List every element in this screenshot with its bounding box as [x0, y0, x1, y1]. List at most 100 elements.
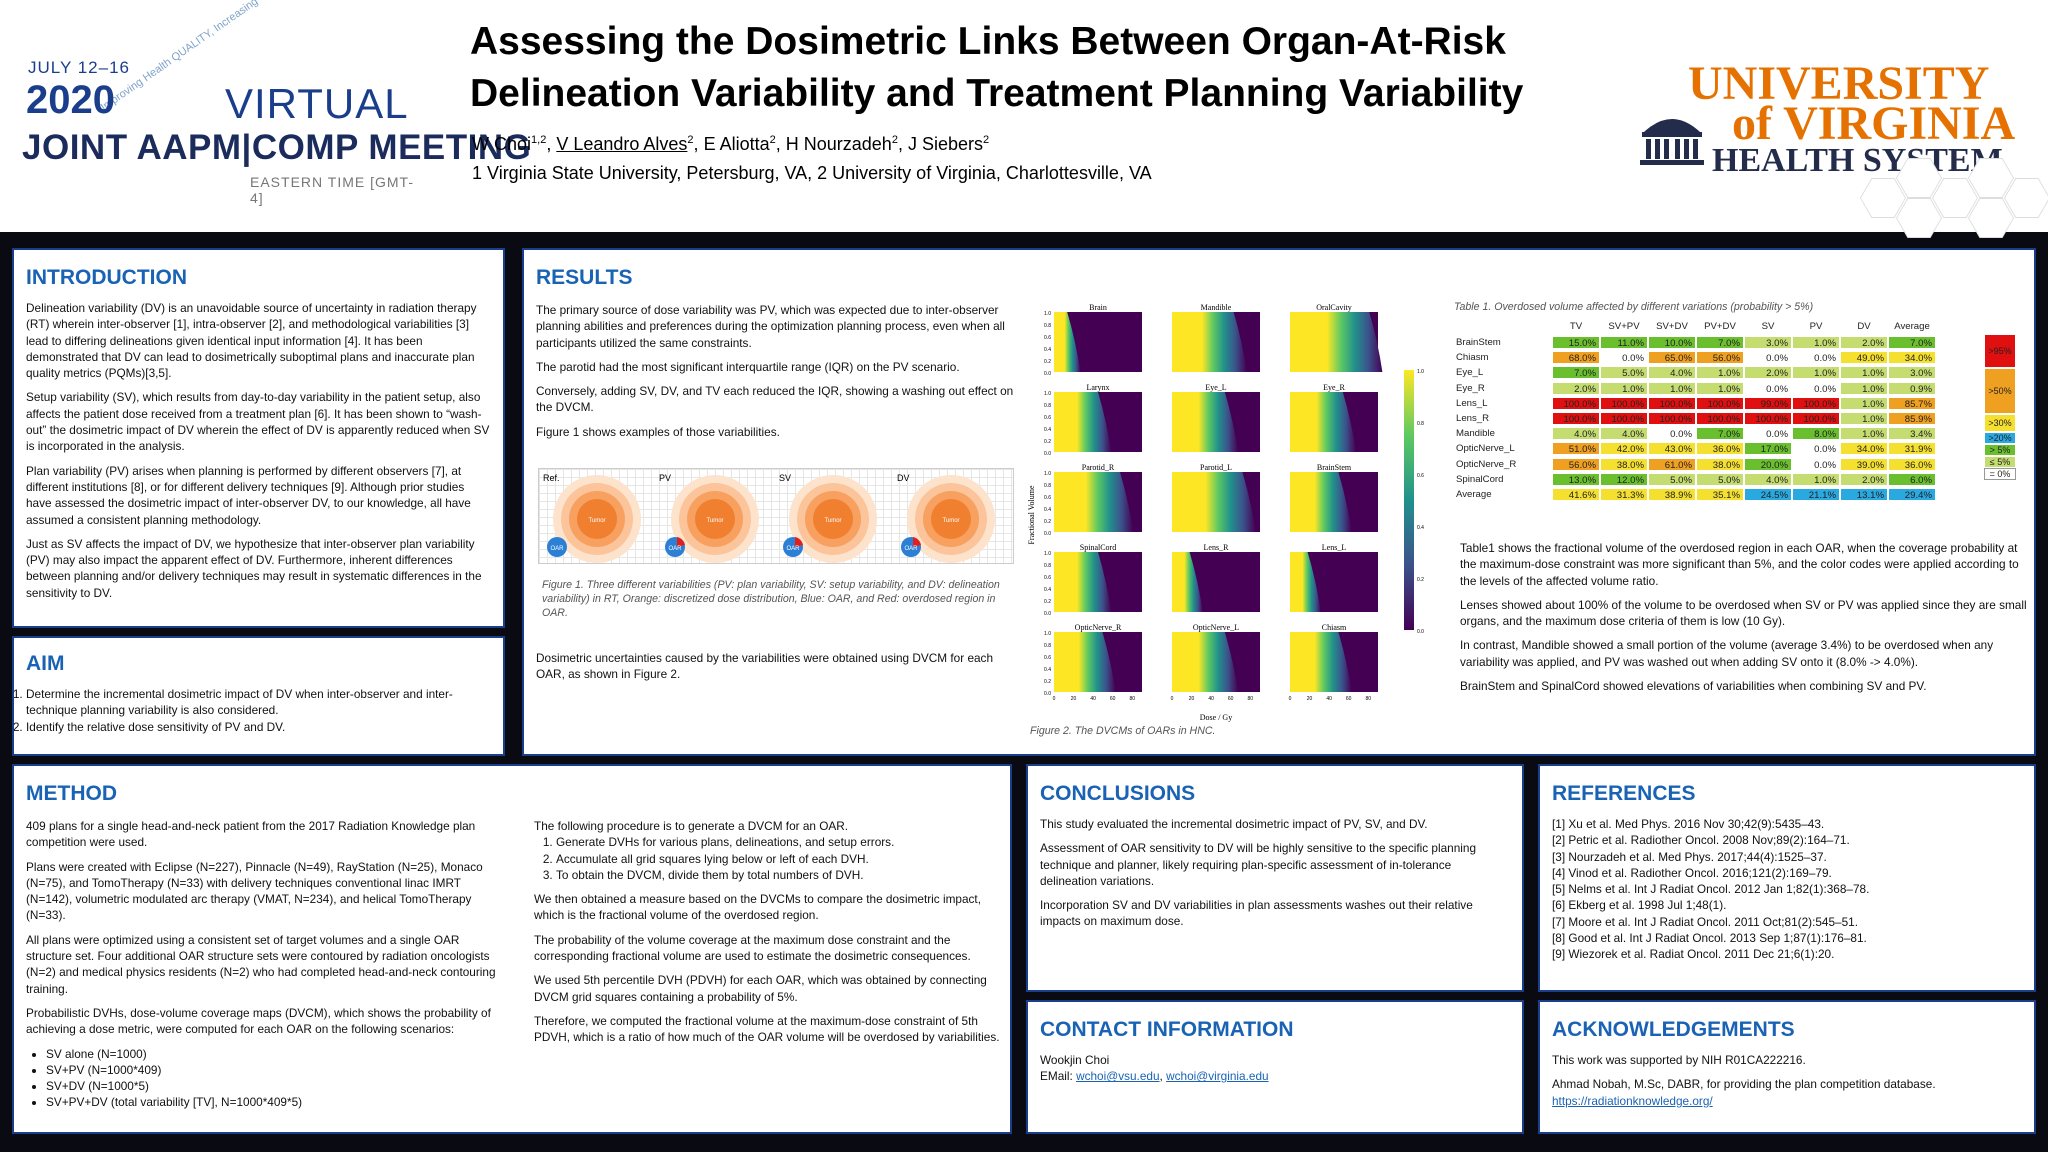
conference-year: 2020: [26, 78, 115, 122]
institution-line-2: of VIRGINIA: [1732, 97, 2016, 150]
table-cell: 0.9%: [1888, 381, 1936, 395]
conclusions-panel: CONCLUSIONS This study evaluated the inc…: [1026, 764, 1524, 992]
table-cell: 39.0%: [1840, 457, 1888, 471]
x-tick-label: 0: [1171, 696, 1174, 702]
figure-1-label: SV: [779, 473, 791, 483]
dvcm-coverage-region: [1290, 472, 1352, 532]
table-row-label: Lens_R: [1456, 413, 1490, 424]
table-row-label: Eye_R: [1456, 382, 1485, 394]
conference-virtual: VIRTUAL: [225, 80, 409, 127]
x-tick-label: 0: [1053, 696, 1056, 702]
table-row-label: OpticNerve_R: [1456, 458, 1517, 470]
table-cell: 3.0%: [1888, 366, 1936, 380]
y-tick-label: 0.0: [1044, 531, 1051, 537]
colorbar-tick-label: 0.8: [1417, 421, 1424, 427]
table-cell: 100.0%: [1696, 396, 1744, 410]
table-cell: 42.0%: [1600, 442, 1648, 456]
title-line-2: Delineation Variability and Treatment Pl…: [470, 72, 1524, 115]
colorbar-tick-label: 0.2: [1417, 577, 1424, 583]
conclusions-paragraph: Incorporation SV and DV variabilities in…: [1040, 898, 1473, 929]
scenario-item: SV+PV (N=1000*409): [46, 1062, 506, 1078]
table-column-header: DV: [1857, 321, 1871, 332]
dvcm-panel-title: Lens_R: [1204, 543, 1230, 552]
figure-1-caption: Figure 1. Three different variabilities …: [542, 579, 1000, 619]
aim-list: Determine the incremental dosimetric imp…: [26, 686, 491, 735]
figure-1-label: PV: [659, 473, 671, 483]
colorbar-tick-label: 0.4: [1417, 525, 1424, 531]
scenario-item: SV+PV+DV (total variability [TV], N=1000…: [46, 1094, 506, 1110]
reference-item: [4] Vinod et al. Radiother Oncol. 2016;1…: [1552, 865, 1832, 880]
table-cell: 100.0%: [1696, 412, 1744, 425]
legend-swatch: >30%: [1984, 414, 2016, 432]
legend-swatch: >50%: [1984, 368, 2016, 414]
legend-swatch: ≤ 5%: [1984, 456, 2016, 468]
table-cell: 13.1%: [1840, 488, 1888, 501]
table-row-label: BrainStem: [1456, 337, 1501, 348]
reference-item: [6] Ekberg et al. 1998 Jul 1;48(1).: [1552, 898, 1727, 913]
x-tick-label: 20: [1189, 696, 1195, 702]
table-row-label: SpinalCord: [1456, 473, 1504, 485]
table-cell: 1.0%: [1600, 381, 1648, 395]
references-panel: REFERENCES [1] Xu et al. Med Phys. 2016 …: [1538, 764, 2036, 992]
table-cell: 7.0%: [1696, 336, 1744, 349]
scenario-item: SV alone (N=1000): [46, 1046, 506, 1062]
y-tick-label: 0.2: [1044, 519, 1051, 525]
table-column-header: TV: [1569, 321, 1583, 332]
dvcm-panel-title: Parotid_L: [1200, 463, 1232, 472]
y-tick-label: 1.0: [1044, 471, 1051, 477]
table-cell: 5.0%: [1696, 472, 1744, 486]
dvcm-coverage-region: [1054, 312, 1081, 372]
contact-name: Wookjin Choi: [1040, 1053, 1110, 1067]
figure-1-svg: Ref. Tumor OAR PV Tumor OAR SV Tumor OAR DV Tumor O…: [543, 473, 995, 563]
y-tick-label: 1.0: [1044, 311, 1051, 317]
table-cell: 99.0%: [1744, 396, 1792, 410]
introduction-heading: INTRODUCTION: [26, 266, 187, 289]
figure-2-svg: Brain 1.0 0.8 0.6 0.4 0.2 0.0 Mandible OralCavit…: [1027, 303, 1424, 722]
references-heading: REFERENCES: [1552, 782, 1696, 805]
dvcm-coverage-region: [1054, 552, 1112, 612]
y-tick-label: 1.0: [1044, 631, 1051, 637]
y-tick-label: 0.2: [1044, 679, 1051, 685]
scenario-item: SV+DV (N=1000*5): [46, 1078, 506, 1094]
acknowledgement-person: Ahmad Nobah, M.Sc, DABR, for providing t…: [1552, 1077, 1936, 1092]
table-cell: 12.0%: [1600, 472, 1648, 486]
dose-level-ring: [931, 499, 971, 539]
method-paragraph: We then obtained a measure based on the …: [534, 892, 981, 923]
table-cell: 0.0%: [1744, 381, 1792, 395]
x-tick-label: 80: [1247, 696, 1253, 702]
method-paragraph: Plans were created with Eclipse (N=227),…: [26, 859, 483, 923]
author-affiliation-mark: 1,2: [531, 134, 547, 146]
table-row-label: Mandible: [1456, 428, 1495, 440]
table-cell: 5.0%: [1648, 472, 1696, 486]
dvcm-coverage-region: [1054, 392, 1112, 452]
table-cell: 0.0%: [1648, 427, 1696, 441]
legend-swatch: = 0%: [1984, 468, 2016, 480]
table-cell: 1.0%: [1840, 381, 1888, 395]
table-cell: 1.0%: [1840, 427, 1888, 441]
acknowledgement-link[interactable]: https://radiationknowledge.org/: [1552, 1093, 1713, 1108]
table-1-legend: >95% >50% >30% >20% > 5% ≤ 5% = 0%: [1984, 334, 2024, 504]
contact-email-2[interactable]: wchoi@virginia.edu: [1166, 1069, 1269, 1084]
x-tick-label: 80: [1129, 696, 1135, 702]
y-tick-label: 0.6: [1044, 655, 1051, 661]
dvcm-coverage-region: [1290, 392, 1356, 452]
conference-name: JOINT AAPM|COMP MEETING: [22, 128, 532, 167]
institution-line-1: UNIVERSITY: [1688, 57, 1990, 110]
introduction-body: Delineation variability (DV) is an unavo…: [26, 300, 491, 601]
method-paragraph: All plans were optimized using a consist…: [26, 932, 496, 996]
table-cell: 15.0%: [1552, 336, 1600, 349]
dvcm-panel-title: Lens_L: [1322, 543, 1347, 552]
introduction-paragraph: Plan variability (PV) arises when planni…: [26, 463, 471, 527]
procedure-steps: Generate DVHs for various plans, delinea…: [556, 834, 1006, 883]
table-cell: 24.5%: [1744, 488, 1792, 501]
author-name: J Siebers: [907, 134, 983, 154]
x-tick-label: 80: [1365, 696, 1371, 702]
y-tick-label: 0.8: [1044, 403, 1051, 409]
aim-item: Determine the incremental dosimetric imp…: [26, 686, 491, 719]
legend-swatch: >95%: [1984, 334, 2016, 368]
contact-email-1[interactable]: wchoi@vsu.edu: [1076, 1069, 1160, 1084]
table-cell: 2.0%: [1552, 381, 1600, 395]
table-column-header: SV+PV: [1608, 321, 1640, 332]
tumor-label: Tumor: [588, 518, 605, 524]
oar-label: OAR: [904, 546, 918, 552]
